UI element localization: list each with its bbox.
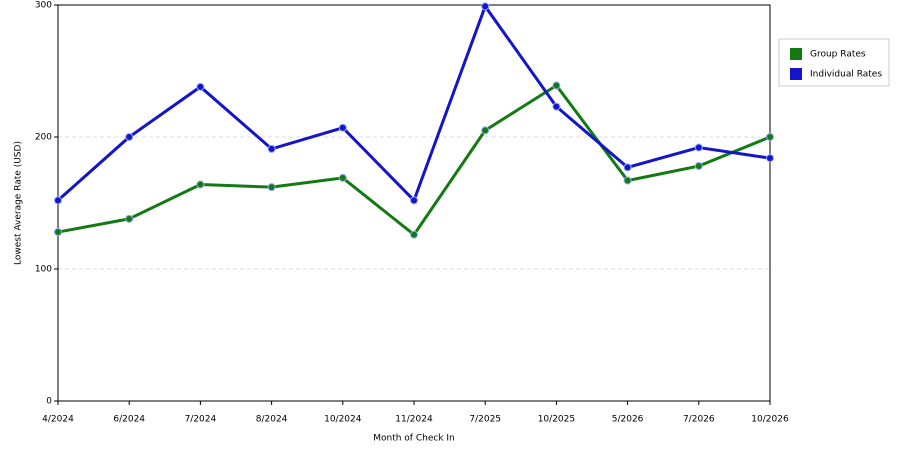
x-tick-label: 4/2024	[42, 415, 74, 425]
y-axis-label: Lowest Average Rate (USD)	[14, 141, 24, 265]
data-point	[766, 133, 774, 141]
data-point	[694, 143, 703, 152]
legend-label: Individual Rates	[810, 70, 882, 80]
plot-frame	[58, 4, 771, 401]
data-point	[623, 176, 632, 185]
data-point	[125, 133, 134, 141]
data-point	[552, 81, 561, 90]
data-point	[338, 123, 347, 132]
series-line	[57, 3, 771, 204]
data-point	[196, 82, 205, 91]
data-point	[410, 196, 418, 205]
x-tick-label: 11/2024	[395, 415, 433, 425]
series-line	[57, 83, 771, 237]
x-tick-label: 6/2024	[113, 415, 145, 425]
x-tick-label: 8/2024	[256, 415, 288, 425]
x-tick-label: 10/2025	[538, 415, 575, 425]
data-point	[125, 214, 134, 223]
data-point	[766, 154, 774, 163]
data-point	[410, 230, 418, 239]
x-tick-label: 7/2026	[683, 415, 715, 425]
data-point	[623, 163, 632, 172]
x-tick-label: 5/2026	[612, 415, 644, 425]
data-point	[267, 183, 276, 192]
data-point	[338, 173, 347, 182]
data-point	[54, 228, 62, 237]
legend-swatch	[790, 68, 802, 80]
x-axis-label: Month of Check In	[373, 434, 455, 444]
y-tick-label: 200	[35, 133, 52, 143]
x-tick-label: 10/2024	[324, 415, 362, 425]
y-tick-label: 300	[35, 1, 52, 11]
data-point	[54, 196, 62, 205]
legend-label: Group Rates	[810, 50, 866, 60]
y-tick-label: 100	[35, 265, 52, 275]
data-point	[267, 144, 276, 153]
y-tick-label: 0	[46, 397, 52, 407]
x-tick-label: 7/2024	[185, 415, 217, 425]
data-point	[481, 126, 490, 135]
x-tick-label: 10/2026	[751, 415, 789, 425]
legend-swatch	[790, 48, 802, 60]
x-tick-label: 7/2025	[469, 415, 501, 425]
data-point	[481, 2, 490, 11]
data-point	[694, 162, 703, 171]
data-point	[196, 180, 205, 189]
data-point	[552, 102, 561, 111]
